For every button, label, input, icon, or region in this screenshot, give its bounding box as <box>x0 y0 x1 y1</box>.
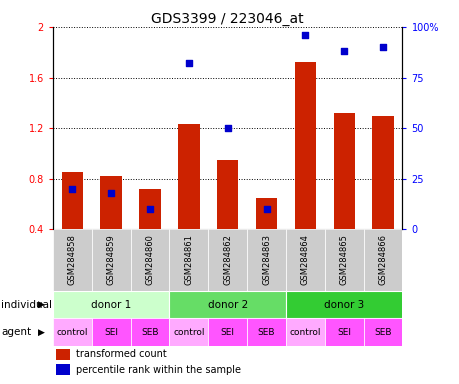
Bar <box>130 230 169 291</box>
Bar <box>363 230 402 291</box>
Point <box>185 60 192 66</box>
Bar <box>169 291 285 318</box>
Bar <box>294 62 315 230</box>
Text: SEB: SEB <box>257 328 274 337</box>
Text: donor 3: donor 3 <box>324 300 364 310</box>
Bar <box>285 318 324 346</box>
Text: GSM284861: GSM284861 <box>184 234 193 285</box>
Bar <box>208 230 246 291</box>
Bar <box>91 230 130 291</box>
Text: control: control <box>289 328 320 337</box>
Text: GSM284859: GSM284859 <box>106 234 115 285</box>
Bar <box>217 160 238 230</box>
Text: GSM284866: GSM284866 <box>378 234 387 285</box>
Text: individual: individual <box>1 300 52 310</box>
Bar <box>169 318 208 346</box>
Bar <box>333 113 354 230</box>
Bar <box>178 124 199 230</box>
Bar <box>91 318 130 346</box>
Bar <box>53 291 169 318</box>
Point <box>146 206 153 212</box>
Bar <box>139 189 160 230</box>
Bar <box>324 230 363 291</box>
Text: GSM284860: GSM284860 <box>145 234 154 285</box>
Bar <box>169 230 208 291</box>
Bar <box>246 318 285 346</box>
Point <box>301 32 308 38</box>
Bar <box>363 318 402 346</box>
Text: control: control <box>56 328 88 337</box>
Text: GSM284864: GSM284864 <box>300 234 309 285</box>
Bar <box>100 176 122 230</box>
Bar <box>255 198 277 230</box>
Bar <box>56 364 70 375</box>
Text: GSM284863: GSM284863 <box>262 234 270 285</box>
Bar <box>208 318 246 346</box>
Bar <box>285 230 324 291</box>
Bar <box>285 291 402 318</box>
Text: control: control <box>173 328 204 337</box>
Text: donor 1: donor 1 <box>91 300 131 310</box>
Text: agent: agent <box>1 327 31 337</box>
Text: percentile rank within the sample: percentile rank within the sample <box>75 365 240 375</box>
Point <box>224 125 231 131</box>
Point <box>340 48 347 54</box>
Text: SEI: SEI <box>104 328 118 337</box>
Text: SEI: SEI <box>336 328 351 337</box>
Text: GSM284862: GSM284862 <box>223 234 232 285</box>
Text: GSM284865: GSM284865 <box>339 234 348 285</box>
Text: donor 2: donor 2 <box>207 300 247 310</box>
Point <box>379 44 386 50</box>
Bar <box>372 116 393 230</box>
Title: GDS3399 / 223046_at: GDS3399 / 223046_at <box>151 12 303 26</box>
Bar <box>130 318 169 346</box>
Text: transformed count: transformed count <box>75 349 166 359</box>
Bar <box>53 318 91 346</box>
Text: SEB: SEB <box>141 328 158 337</box>
Bar <box>324 318 363 346</box>
Text: ▶: ▶ <box>38 300 45 309</box>
Bar <box>246 230 285 291</box>
Bar <box>53 230 91 291</box>
Point <box>262 206 269 212</box>
Point <box>107 190 115 196</box>
Bar <box>62 172 83 230</box>
Text: SEB: SEB <box>374 328 391 337</box>
Point <box>68 186 76 192</box>
Text: SEI: SEI <box>220 328 234 337</box>
Bar <box>56 349 70 359</box>
Text: GSM284858: GSM284858 <box>67 234 77 285</box>
Text: ▶: ▶ <box>38 328 45 337</box>
